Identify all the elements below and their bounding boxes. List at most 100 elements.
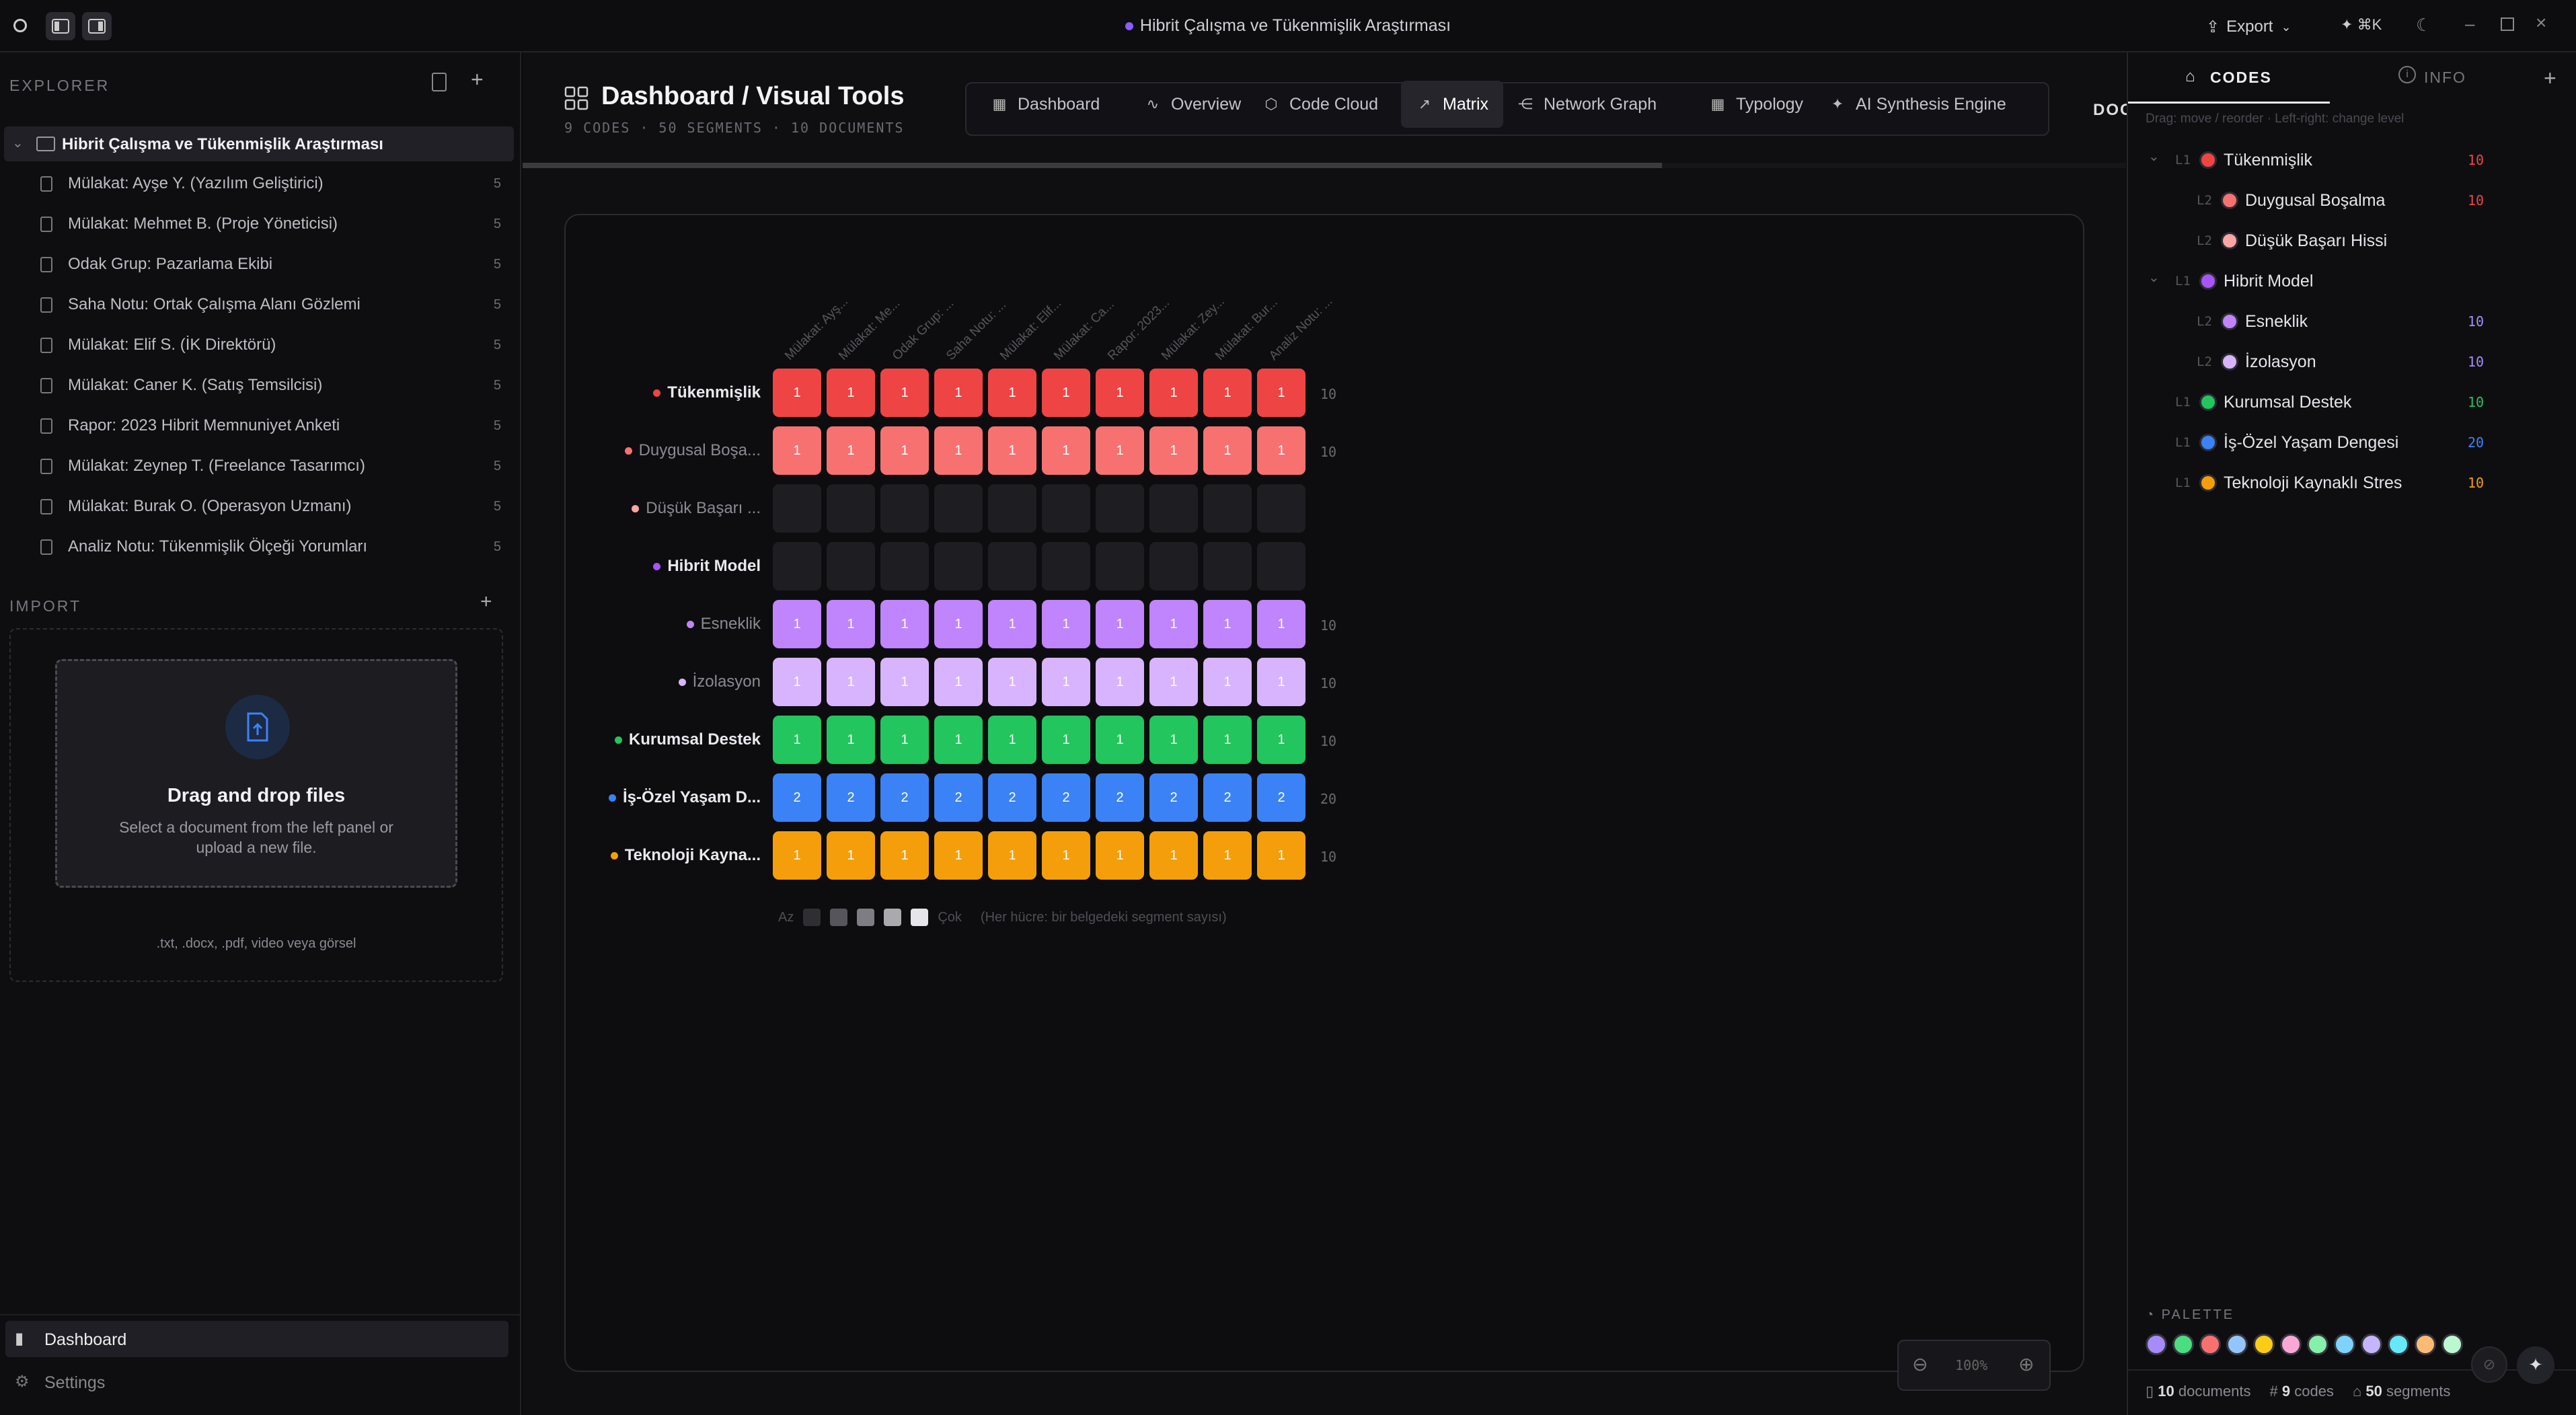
matrix-cell[interactable]: 1 — [827, 831, 875, 880]
zoom-in-icon[interactable]: ⊕ — [2018, 1354, 2035, 1375]
code-color-dot[interactable] — [2199, 474, 2217, 492]
code-color-dot[interactable] — [2221, 353, 2238, 371]
matrix-cell[interactable]: 1 — [773, 831, 821, 880]
matrix-cell[interactable]: 2 — [827, 773, 875, 822]
matrix-cell[interactable]: 1 — [1042, 716, 1090, 764]
code-item[interactable]: ⌄ L1 Hibrit Model — [2128, 261, 2559, 301]
matrix-cell[interactable]: 2 — [1257, 773, 1305, 822]
toggle-right-panel-button[interactable] — [82, 12, 112, 40]
palette-swatch[interactable] — [2361, 1334, 2382, 1355]
matrix-cell[interactable]: 1 — [880, 658, 929, 706]
matrix-cell[interactable]: 1 — [934, 831, 983, 880]
matrix-cell[interactable]: 1 — [988, 369, 1036, 417]
matrix-cell[interactable] — [1203, 484, 1252, 533]
matrix-cell[interactable] — [934, 484, 983, 533]
matrix-cell[interactable] — [880, 484, 929, 533]
matrix-cell[interactable] — [827, 484, 875, 533]
theme-toggle-moon-icon[interactable]: ☾ — [2416, 15, 2432, 35]
matrix-cell[interactable] — [827, 542, 875, 590]
matrix-cell[interactable]: 1 — [1149, 658, 1198, 706]
matrix-cell[interactable]: 1 — [1257, 426, 1305, 475]
matrix-cell[interactable]: 1 — [773, 426, 821, 475]
zoom-out-icon[interactable]: ⊖ — [1912, 1354, 1928, 1375]
matrix-cell[interactable]: 1 — [1257, 716, 1305, 764]
document-item[interactable]: Mülakat: Caner K. (Satış Temsilcisi) 5 — [0, 366, 515, 405]
drop-zone[interactable]: Drag and drop files Select a document fr… — [55, 659, 457, 888]
matrix-cell[interactable] — [1203, 542, 1252, 590]
matrix-cell[interactable] — [1042, 484, 1090, 533]
matrix-cell[interactable]: 1 — [988, 658, 1036, 706]
nav-settings[interactable]: ⚙ Settings — [5, 1364, 508, 1400]
palette-swatch[interactable] — [2253, 1334, 2275, 1355]
matrix-cell[interactable]: 1 — [934, 369, 983, 417]
tab-overview[interactable]: ∿ Overview — [1129, 81, 1256, 128]
matrix-cell[interactable]: 2 — [934, 773, 983, 822]
tab-info[interactable]: i INFO — [2330, 52, 2532, 104]
matrix-cell[interactable]: 1 — [827, 600, 875, 648]
maximize-button[interactable] — [2501, 17, 2514, 31]
matrix-cell[interactable] — [1257, 484, 1305, 533]
matrix-cell[interactable]: 1 — [1149, 600, 1198, 648]
tab-typology[interactable]: ▦ Typology — [1694, 81, 1818, 128]
tab-matrix[interactable]: ↗ Matrix — [1401, 81, 1504, 128]
code-item[interactable]: L2 Duygusal Boşalma 10 — [2128, 180, 2559, 221]
matrix-cell[interactable]: 1 — [1096, 716, 1144, 764]
palette-swatch[interactable] — [2226, 1334, 2248, 1355]
document-item[interactable]: Odak Grup: Pazarlama Ekibi 5 — [0, 245, 515, 284]
matrix-cell[interactable]: 2 — [1149, 773, 1198, 822]
command-palette-button[interactable]: ✦ ⌘K — [2341, 16, 2382, 33]
matrix-cell[interactable] — [773, 484, 821, 533]
matrix-cell[interactable]: 1 — [934, 600, 983, 648]
matrix-cell[interactable]: 1 — [934, 426, 983, 475]
matrix-cell[interactable]: 1 — [773, 369, 821, 417]
matrix-cell[interactable]: 1 — [1203, 600, 1252, 648]
matrix-cell[interactable] — [988, 542, 1036, 590]
document-item[interactable]: Mülakat: Mehmet B. (Proje Yöneticisi) 5 — [0, 204, 515, 243]
matrix-cell[interactable] — [988, 484, 1036, 533]
matrix-cell[interactable]: 1 — [1096, 426, 1144, 475]
matrix-cell[interactable]: 1 — [880, 716, 929, 764]
matrix-cell[interactable]: 1 — [1096, 831, 1144, 880]
code-item[interactable]: L1 İş-Özel Yaşam Dengesi 20 — [2128, 422, 2559, 463]
close-button[interactable]: × — [2536, 12, 2547, 33]
matrix-cell[interactable] — [1096, 484, 1144, 533]
matrix-cell[interactable]: 1 — [1149, 369, 1198, 417]
import-add-icon[interactable]: + — [480, 590, 492, 613]
tab-dashboard[interactable]: ▦ Dashboard — [976, 81, 1114, 128]
code-color-dot[interactable] — [2221, 313, 2238, 330]
matrix-cell[interactable] — [1042, 542, 1090, 590]
matrix-cell[interactable]: 1 — [934, 716, 983, 764]
matrix-cell[interactable]: 1 — [1096, 658, 1144, 706]
matrix-cell[interactable]: 1 — [1096, 369, 1144, 417]
matrix-cell[interactable]: 2 — [880, 773, 929, 822]
chevron-down-icon[interactable]: ⌄ — [2148, 270, 2160, 285]
matrix-cell[interactable] — [1257, 542, 1305, 590]
matrix-cell[interactable]: 1 — [934, 658, 983, 706]
new-document-icon[interactable] — [432, 73, 447, 91]
code-color-dot[interactable] — [2199, 151, 2217, 169]
document-item[interactable]: Mülakat: Zeynep T. (Freelance Tasarımcı)… — [0, 447, 515, 486]
ai-assistant-icon[interactable]: ✦ — [2517, 1346, 2554, 1384]
matrix-cell[interactable]: 2 — [773, 773, 821, 822]
matrix-cell[interactable]: 1 — [1149, 831, 1198, 880]
matrix-cell[interactable]: 1 — [1203, 831, 1252, 880]
document-item[interactable]: Rapor: 2023 Hibrit Memnuniyet Anketi 5 — [0, 406, 515, 445]
matrix-cell[interactable]: 1 — [1257, 831, 1305, 880]
palette-swatch[interactable] — [2280, 1334, 2302, 1355]
code-item[interactable]: L2 Esneklik 10 — [2128, 301, 2559, 342]
palette-swatch[interactable] — [2441, 1334, 2463, 1355]
code-color-dot[interactable] — [2199, 393, 2217, 411]
matrix-cell[interactable]: 1 — [988, 831, 1036, 880]
matrix-cell[interactable]: 1 — [880, 831, 929, 880]
minimize-button[interactable]: – — [2465, 13, 2475, 34]
code-item[interactable]: L1 Teknoloji Kaynaklı Stres 10 — [2128, 463, 2559, 503]
export-button[interactable]: ⇪ Export ⌄ — [2206, 17, 2291, 36]
matrix-cell[interactable]: 1 — [880, 369, 929, 417]
code-item[interactable]: ⌄ L1 Tükenmişlik 10 — [2128, 140, 2559, 180]
document-item[interactable]: Mülakat: Ayşe Y. (Yazılım Geliştirici) 5 — [0, 164, 515, 203]
add-icon[interactable]: + — [471, 67, 484, 91]
tab-ai-synthesis-engine[interactable]: ✦ AI Synthesis Engine — [1814, 81, 2021, 128]
matrix-cell[interactable]: 1 — [1203, 716, 1252, 764]
code-color-dot[interactable] — [2199, 434, 2217, 451]
matrix-cell[interactable]: 1 — [773, 600, 821, 648]
